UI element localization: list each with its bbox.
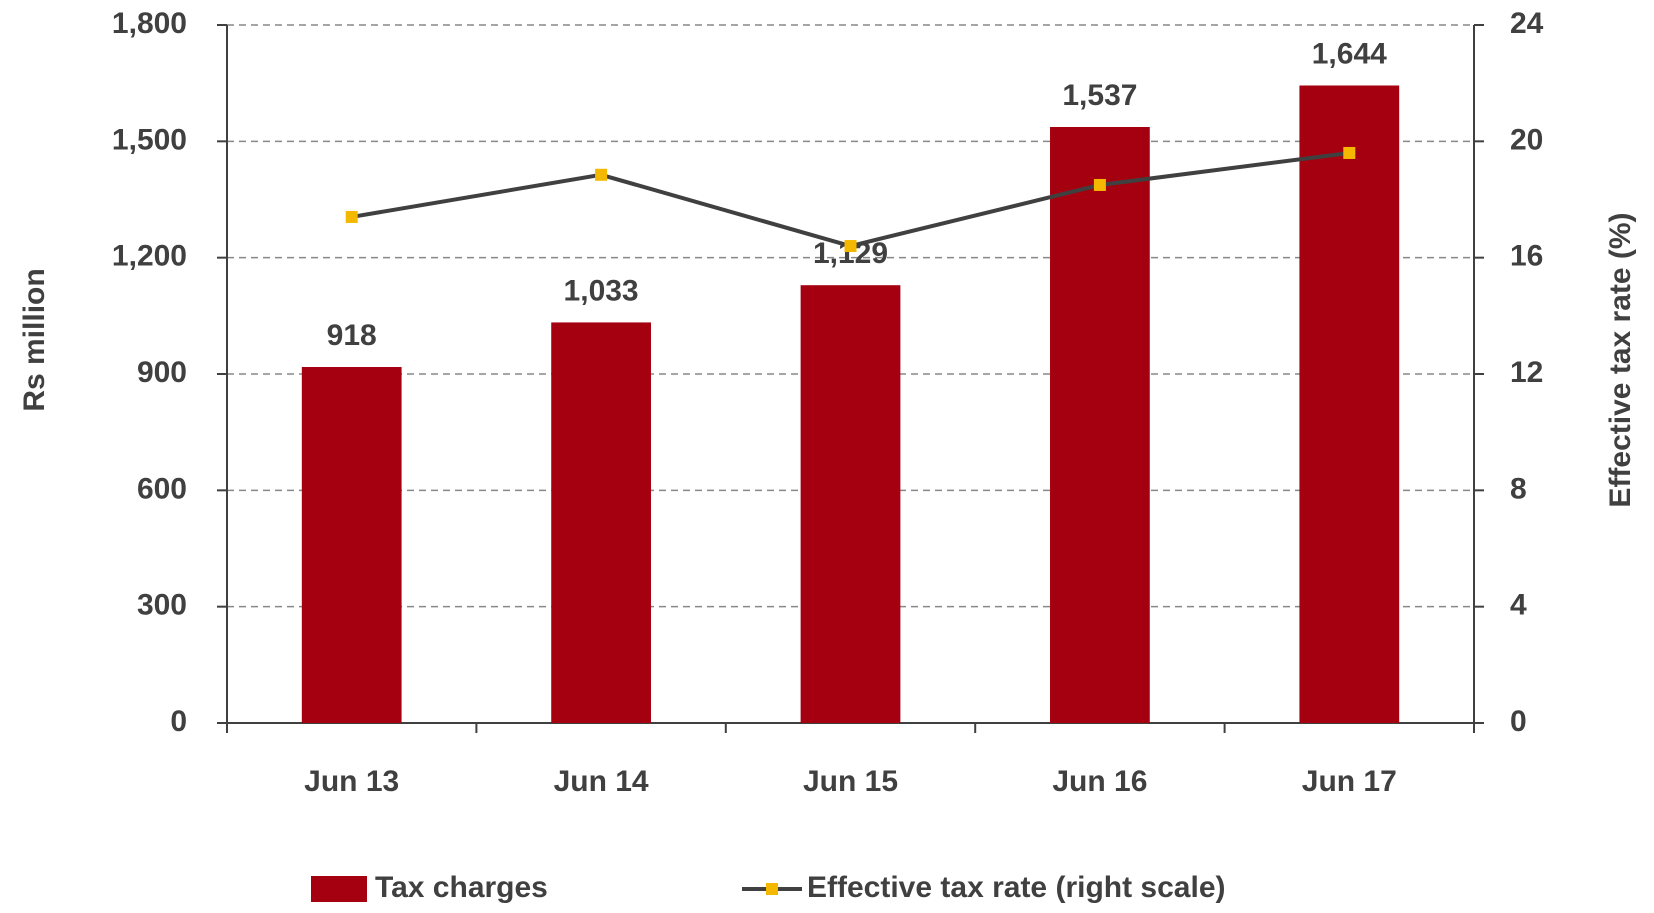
marker	[345, 210, 358, 223]
y2-tick-label: 12	[1510, 356, 1543, 389]
bar	[800, 285, 901, 723]
y2-tick-label: 4	[1510, 589, 1527, 622]
data-label: 1,537	[1062, 79, 1137, 112]
y-axis-title: Rs million	[18, 268, 51, 411]
y-tick-label: 1,800	[112, 7, 187, 40]
y-tick-label: 600	[137, 472, 187, 505]
bar	[1299, 85, 1400, 723]
y2-axis-title: Effective tax rate (%)	[1604, 212, 1637, 507]
y-tick-label: 1,500	[112, 123, 187, 156]
x-tick-label: Jun 13	[304, 765, 399, 798]
y-tick-label: 0	[170, 705, 187, 738]
line	[351, 150, 1350, 249]
y2-tick-label: 8	[1510, 472, 1527, 505]
marker	[595, 168, 608, 181]
y-tick-label: 300	[137, 589, 187, 622]
y-tick-label: 1,200	[112, 240, 187, 273]
data-label: 1,644	[1312, 37, 1387, 70]
y2-tick-label: 20	[1510, 123, 1543, 156]
y2-tick-label: 0	[1510, 705, 1527, 738]
marker	[1093, 178, 1106, 191]
marker	[844, 240, 857, 253]
data-label: 918	[327, 319, 377, 352]
x-tick-label: Jun 16	[1052, 765, 1147, 798]
data-label: 1,033	[564, 274, 639, 307]
legend-label: Tax charges	[375, 871, 548, 904]
x-tick-label: Jun 15	[803, 765, 898, 798]
y2-tick-label: 24	[1510, 7, 1544, 40]
bar	[1050, 126, 1150, 724]
y2-tick-label: 16	[1510, 240, 1543, 273]
legend-swatch	[311, 876, 367, 902]
y-tick-label: 900	[137, 356, 187, 389]
bar	[301, 367, 402, 723]
legend-label: Effective tax rate (right scale)	[807, 871, 1226, 904]
x-tick-label: Jun 14	[554, 765, 649, 798]
bar	[551, 322, 651, 723]
marker	[1343, 146, 1356, 159]
legend-marker	[766, 883, 778, 895]
x-tick-label: Jun 17	[1302, 765, 1397, 798]
